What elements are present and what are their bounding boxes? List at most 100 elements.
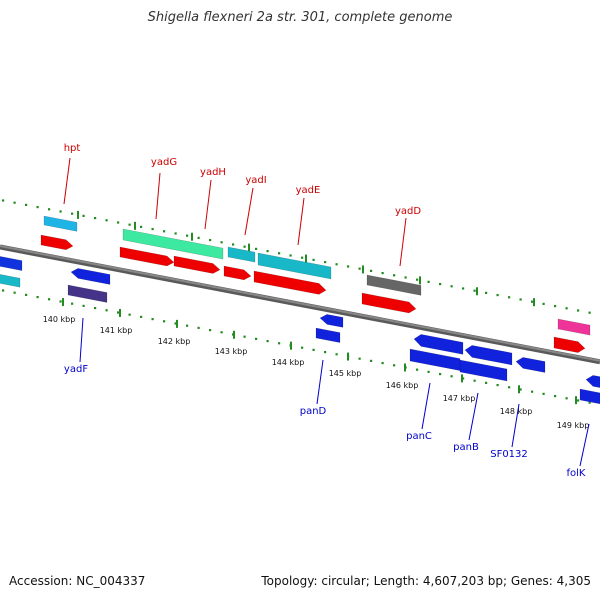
upper-tick-dot xyxy=(151,227,154,231)
kbp-label: 147 kbp xyxy=(443,394,476,403)
upper-tick-dot xyxy=(197,236,200,239)
lower-tick-dot xyxy=(2,289,5,292)
lower-tick-dot xyxy=(174,322,177,325)
panB-upper-gene-arrow xyxy=(464,345,513,366)
upper-tick-dot xyxy=(82,214,85,217)
upper-tick-dot xyxy=(48,208,51,211)
lower-tick-dot xyxy=(335,353,338,356)
gene-label-yadI: yadI xyxy=(245,175,266,186)
lower-tick-dot xyxy=(220,331,223,334)
upper-tick-dot xyxy=(301,256,304,259)
upper-tick-dot xyxy=(255,247,258,250)
gene-label-panD: panD xyxy=(300,406,327,417)
gene-label-panC: panC xyxy=(406,431,432,442)
genome-summary-text: Topology: circular; Length: 4,607,203 bp… xyxy=(261,574,591,588)
upper-tick-dot xyxy=(117,221,120,224)
lower-tick-dot xyxy=(151,317,154,321)
lower-tick-dot xyxy=(163,320,166,323)
upper-tick-dot xyxy=(508,296,511,299)
yadE-feature-box xyxy=(257,252,332,280)
upper-tick-dot xyxy=(542,302,545,305)
kbp-label: 145 kbp xyxy=(329,369,362,378)
lower-tick-dot xyxy=(427,370,430,373)
blue-gene-arrow xyxy=(70,268,111,285)
gene-label-SF0132: SF0132 xyxy=(490,449,528,460)
kbp-label: 142 kbp xyxy=(158,337,191,346)
lower-tick-dot xyxy=(105,309,108,312)
lower-tick-dot xyxy=(59,300,62,303)
lower-tick-dot xyxy=(71,302,74,305)
upper-tick-dot xyxy=(140,225,143,228)
left-edge-blue-gene xyxy=(0,256,23,271)
upper-tick-dot xyxy=(496,293,499,297)
leader-line-yadI xyxy=(244,187,254,236)
upper-tick-dot xyxy=(36,205,39,209)
kbp-label: 144 kbp xyxy=(272,358,305,367)
leader-line-panC xyxy=(421,382,431,430)
lower-tick-dot xyxy=(243,335,246,338)
upper-tick-dot xyxy=(439,282,442,286)
upper-tick-dot xyxy=(59,210,62,213)
left-edge-teal-gene xyxy=(0,274,21,288)
upper-tick-dot xyxy=(554,304,557,308)
lower-tick-dot xyxy=(519,388,522,391)
upper-tick-dot xyxy=(450,285,453,288)
lower-tick-dot xyxy=(554,394,557,398)
kbp-label: 143 kbp xyxy=(215,347,248,356)
upper-tick-dot xyxy=(94,216,97,220)
yadI-feature-box xyxy=(227,246,256,263)
upper-tick-dot xyxy=(186,234,189,237)
lower-tick-dot xyxy=(485,381,488,384)
yadH-gene-arrow xyxy=(173,255,221,274)
lower-tick-dot xyxy=(301,346,304,349)
upper-tick-dot xyxy=(347,265,350,268)
pink-feature-box xyxy=(557,318,591,336)
upper-tick-dot xyxy=(473,289,476,292)
upper-tick-dot xyxy=(232,243,235,246)
leader-line-yadH xyxy=(204,179,212,230)
yadD-gene-arrow xyxy=(361,292,417,314)
lower-tick-dot xyxy=(496,383,499,387)
leader-line-yadF xyxy=(79,317,84,363)
hpt-feature-box xyxy=(43,215,78,232)
lower-tick-dot xyxy=(416,368,419,371)
lower-tick-dot xyxy=(82,304,85,307)
upper-tick-dot xyxy=(381,271,384,275)
lower-tick-dot xyxy=(255,337,258,340)
leader-line-yadD xyxy=(399,217,407,267)
upper-tick-dot xyxy=(312,258,315,261)
gene-label-yadH: yadH xyxy=(200,167,226,178)
upper-tick-dot xyxy=(393,274,396,277)
upper-tick-dot xyxy=(243,245,246,248)
upper-tick-dot xyxy=(128,223,131,226)
lower-tick-dot xyxy=(381,361,384,365)
lower-tick-dot xyxy=(473,379,476,382)
upper-tick-dot xyxy=(13,201,16,204)
lower-tick-dot xyxy=(312,348,315,351)
gene-label-folK: folK xyxy=(567,468,586,479)
lower-tick-dot xyxy=(25,293,28,296)
leader-line-folK xyxy=(579,423,590,467)
upper-tick-dot xyxy=(404,276,407,279)
gene-label-yadF: yadF xyxy=(64,364,88,375)
upper-tick-dot xyxy=(370,269,373,272)
upper-tick-dot xyxy=(278,252,281,255)
lower-tick-dot xyxy=(13,291,16,294)
lower-tick-dot xyxy=(370,359,373,362)
lower-tick-dot xyxy=(48,298,51,301)
upper-tick-dot xyxy=(209,238,212,242)
yadI-gene-arrow xyxy=(223,265,252,281)
lower-tick-dot xyxy=(197,326,200,329)
lower-tick-dot xyxy=(588,401,591,404)
upper-tick-dot xyxy=(519,298,522,301)
upper-tick-dot xyxy=(462,287,465,290)
gene-label-yadD: yadD xyxy=(395,206,421,217)
lower-tick-dot xyxy=(577,399,580,402)
yadF-gene-box xyxy=(67,284,108,303)
lower-tick-dot xyxy=(393,364,396,367)
map-title: Shigella flexneri 2a str. 301, complete … xyxy=(147,10,453,25)
upper-tick-dot xyxy=(163,230,166,233)
leader-line-panB xyxy=(468,392,479,441)
kbp-label: 146 kbp xyxy=(386,381,419,390)
lower-tick-dot xyxy=(140,315,143,318)
